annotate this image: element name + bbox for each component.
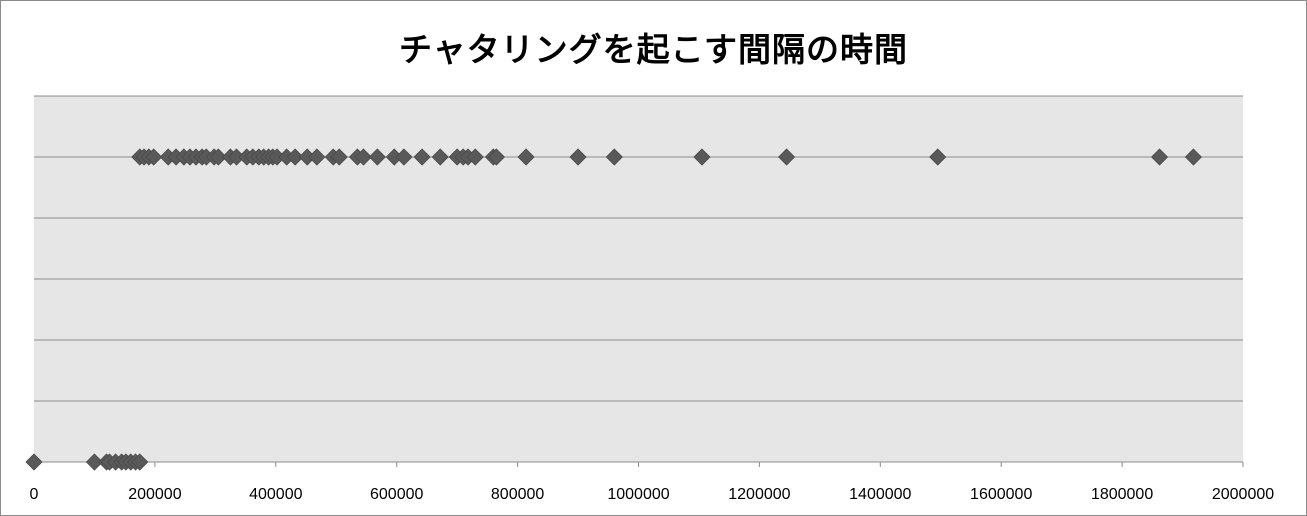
data-point-50 <box>487 148 506 166</box>
data-point-56 <box>929 148 947 166</box>
data-point-42 <box>395 148 413 166</box>
data-point-1 <box>85 453 104 471</box>
x-tick-label: 600000 <box>370 486 423 503</box>
data-point-35 <box>308 148 326 166</box>
data-point-44 <box>431 148 449 166</box>
x-tick-label: 1800000 <box>1091 486 1153 503</box>
data-point-13 <box>145 148 163 166</box>
data-point-48 <box>466 148 484 166</box>
data-point-55 <box>778 148 796 166</box>
data-point-57 <box>1151 148 1169 166</box>
data-point-51 <box>517 148 535 166</box>
data-point-52 <box>569 148 587 166</box>
x-tick-label: 800000 <box>491 486 544 503</box>
data-point-0 <box>25 453 43 471</box>
data-points <box>25 148 1202 471</box>
data-point-54 <box>693 148 711 166</box>
data-point-53 <box>605 148 623 166</box>
data-point-43 <box>413 148 431 166</box>
x-tick-label: 400000 <box>249 486 302 503</box>
x-tick-label: 1600000 <box>970 486 1032 503</box>
data-point-37 <box>330 148 348 166</box>
data-point-39 <box>354 148 373 166</box>
data-point-40 <box>368 148 386 166</box>
x-tick-label: 1000000 <box>607 486 669 503</box>
x-tick-label: 1400000 <box>849 486 911 503</box>
x-tick-label: 200000 <box>128 486 181 503</box>
x-tick-label: 1200000 <box>728 486 790 503</box>
x-axis: 0 200000 400000 600000 800000 1000000 1200000 1… <box>30 461 1274 503</box>
chart-title: チャタリングを起こす間隔の時間 <box>398 30 908 69</box>
data-point-9 <box>131 453 149 471</box>
x-tick-label: 2000000 <box>1212 486 1274 503</box>
x-tick-label: 0 <box>30 486 39 503</box>
data-point-22 <box>209 148 227 166</box>
data-point-33 <box>286 148 304 166</box>
data-point-58 <box>1184 148 1202 166</box>
